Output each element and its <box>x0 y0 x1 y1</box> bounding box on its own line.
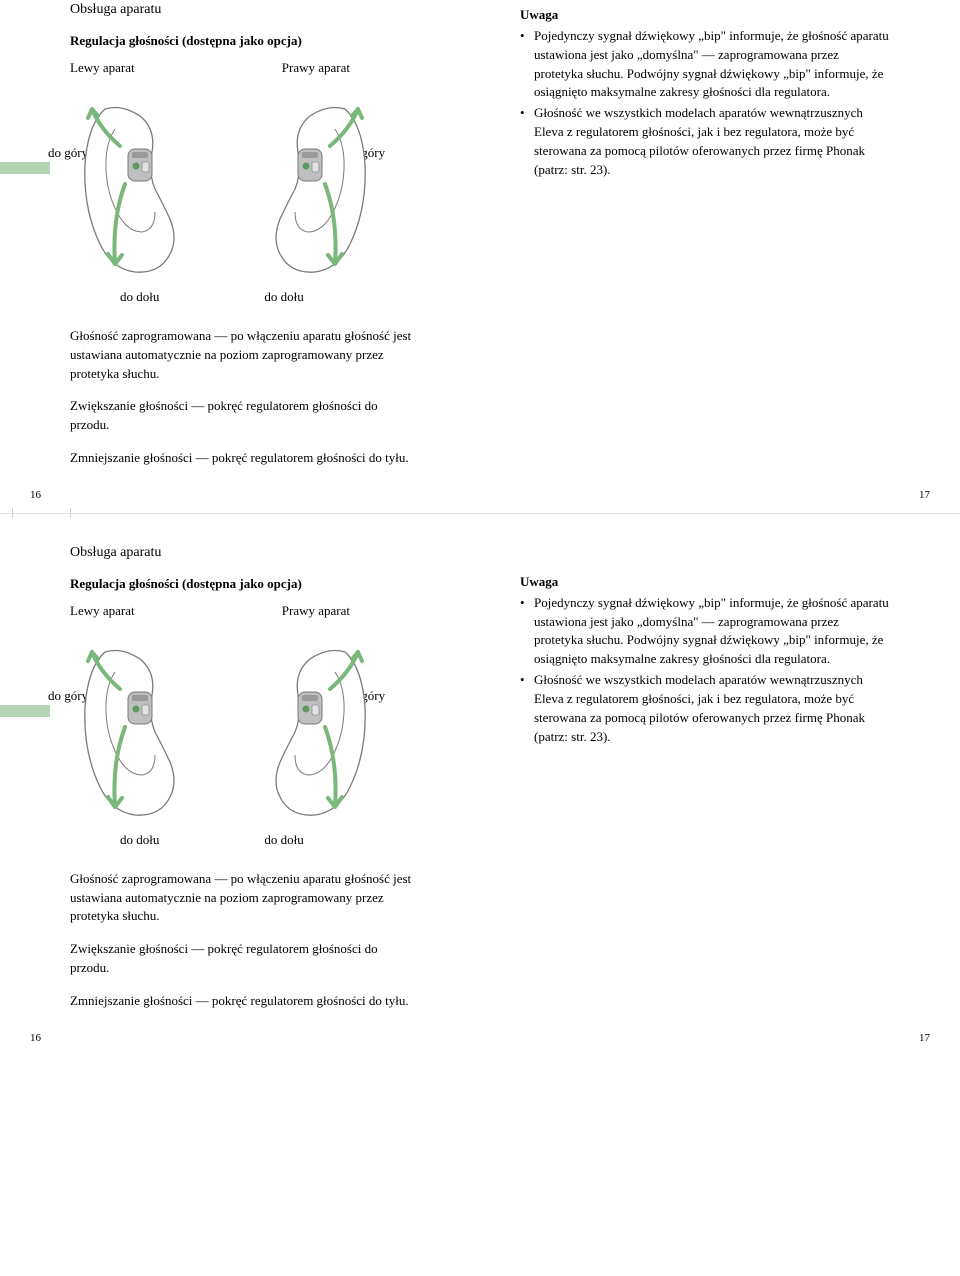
subsection-title: Regulacja głośności (dostępna jako opcja… <box>70 32 440 51</box>
label-right-device: Prawy aparat <box>282 602 350 621</box>
page-right: Uwaga • Pojedynczy sygnał dźwiękowy „bip… <box>480 543 960 1055</box>
label-down-right: do dołu <box>264 831 303 850</box>
subsection-title: Regulacja głośności (dostępna jako opcja… <box>70 575 440 594</box>
ear-diagram: do góry do góry <box>50 84 410 284</box>
page-left: Obsługa aparatu Regulacja głośności (dos… <box>0 0 480 512</box>
paragraph-increase: Zwiększanie głośności — pokręć regulator… <box>70 397 420 435</box>
ear-left-icon <box>70 637 210 827</box>
paragraph-decrease: Zmniejszanie głośności — pokręć regulato… <box>70 449 420 468</box>
paragraph-programmed: Głośność zaprogramowana — po włączeniu a… <box>70 327 420 384</box>
page-spread-2: Obsługa aparatu Regulacja głośności (dos… <box>0 515 960 1055</box>
device-labels-row: Lewy aparat Prawy aparat <box>70 59 350 78</box>
note-bullet-2-text: Głośność we wszystkich modelach aparatów… <box>534 104 890 179</box>
paragraph-decrease: Zmniejszanie głośności — pokręć regulato… <box>70 992 420 1011</box>
page-spread-1: Obsługa aparatu Regulacja głośności (dos… <box>0 0 960 512</box>
section-title: Obsługa aparatu <box>70 543 440 563</box>
note-bullet-2: • Głośność we wszystkich modelach aparat… <box>520 671 890 746</box>
page-number-right: 17 <box>919 1031 930 1047</box>
bullet-icon: • <box>520 104 534 179</box>
note-bullet-2-text: Głośność we wszystkich modelach aparatów… <box>534 671 890 746</box>
paragraph-increase: Zwiększanie głośności — pokręć regulator… <box>70 940 420 978</box>
bullet-icon: • <box>520 671 534 746</box>
ear-right-icon <box>240 94 380 284</box>
label-left-device: Lewy aparat <box>70 59 135 78</box>
note-bullet-1: • Pojedynczy sygnał dźwiękowy „bip" info… <box>520 27 890 102</box>
label-down-row: do dołu do dołu <box>120 288 440 307</box>
label-down-left: do dołu <box>120 831 159 850</box>
page-left: Obsługa aparatu Regulacja głośności (dos… <box>0 543 480 1055</box>
page-number-right: 17 <box>919 488 930 504</box>
note-title: Uwaga <box>520 573 890 592</box>
page-right: Uwaga • Pojedynczy sygnał dźwiękowy „bip… <box>480 0 960 512</box>
section-title: Obsługa aparatu <box>70 0 440 20</box>
note-bullet-1-text: Pojedynczy sygnał dźwiękowy „bip" inform… <box>534 27 890 102</box>
note-bullet-1: • Pojedynczy sygnał dźwiękowy „bip" info… <box>520 594 890 669</box>
paragraph-programmed: Głośność zaprogramowana — po włączeniu a… <box>70 870 420 927</box>
label-right-device: Prawy aparat <box>282 59 350 78</box>
note-bullet-2: • Głośność we wszystkich modelach aparat… <box>520 104 890 179</box>
ear-diagram: do góry do góry <box>50 627 410 827</box>
device-labels-row: Lewy aparat Prawy aparat <box>70 602 350 621</box>
label-down-right: do dołu <box>264 288 303 307</box>
page-number-left: 16 <box>30 1031 41 1047</box>
label-down-row: do dołu do dołu <box>120 831 440 850</box>
note-bullet-1-text: Pojedynczy sygnał dźwiękowy „bip" inform… <box>534 594 890 669</box>
label-left-device: Lewy aparat <box>70 602 135 621</box>
page-number-left: 16 <box>30 488 41 504</box>
bullet-icon: • <box>520 27 534 102</box>
note-title: Uwaga <box>520 6 890 25</box>
ear-right-icon <box>240 637 380 827</box>
bullet-icon: • <box>520 594 534 669</box>
label-down-left: do dołu <box>120 288 159 307</box>
separator-line <box>0 513 960 514</box>
ear-left-icon <box>70 94 210 284</box>
